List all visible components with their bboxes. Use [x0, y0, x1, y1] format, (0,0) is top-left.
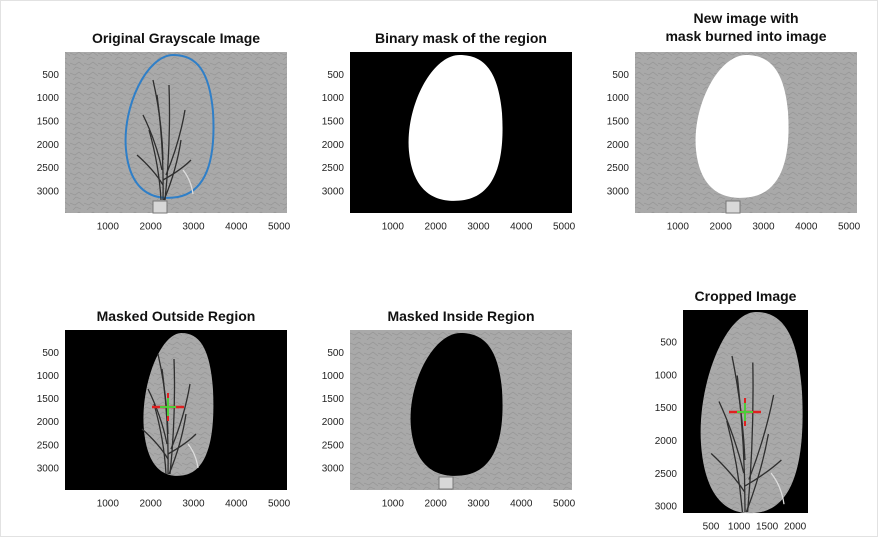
y-tick-label: 500 — [660, 337, 677, 348]
pot — [726, 201, 740, 213]
y-tick-label: 1500 — [607, 117, 630, 128]
y-tick-label: 2000 — [37, 140, 60, 151]
y-tick-label: 2000 — [655, 436, 678, 447]
y-tick-label: 2500 — [607, 163, 630, 174]
x-tick-label: 2000 — [784, 522, 807, 533]
x-tick-label: 2000 — [140, 222, 163, 233]
x-tick-label: 5000 — [553, 222, 576, 233]
image — [65, 52, 287, 213]
y-tick-label: 3000 — [37, 186, 60, 197]
figure: Original Grayscale Image 1000 2000 3000 4000… — [0, 0, 878, 537]
y-tick-label: 1500 — [322, 394, 345, 405]
y-tick-label: 500 — [327, 348, 344, 359]
x-tick-label: 5000 — [268, 499, 291, 510]
x-tick-label: 4000 — [795, 222, 818, 233]
x-tick-label: 3000 — [182, 499, 205, 510]
x-tick-label: 1000 — [667, 222, 690, 233]
x-tick-label: 5000 — [838, 222, 861, 233]
y-tick-label: 1500 — [37, 117, 60, 128]
y-tick-label: 1000 — [37, 93, 60, 104]
panel-title: Masked Outside Region — [97, 308, 256, 324]
y-tick-label: 2500 — [322, 440, 345, 451]
x-tick-label: 3000 — [182, 222, 205, 233]
x-tick-label: 2000 — [425, 499, 448, 510]
y-tick-label: 1000 — [322, 371, 345, 382]
x-tick-label: 4000 — [225, 222, 248, 233]
y-tick-label: 500 — [42, 348, 59, 359]
panel-title: Binary mask of the region — [375, 30, 547, 46]
x-tick-label: 4000 — [225, 499, 248, 510]
y-tick-label: 3000 — [607, 186, 630, 197]
y-tick-label: 3000 — [322, 186, 345, 197]
y-tick-label: 2500 — [37, 163, 60, 174]
pot — [153, 201, 167, 213]
y-tick-label: 500 — [612, 70, 629, 81]
y-tick-label: 1000 — [322, 93, 345, 104]
pot — [439, 477, 453, 489]
x-tick-label: 4000 — [510, 222, 533, 233]
x-tick-label: 1000 — [728, 522, 751, 533]
x-tick-label: 3000 — [467, 499, 490, 510]
y-tick-label: 2000 — [37, 417, 60, 428]
y-tick-label: 3000 — [37, 464, 60, 475]
x-tick-label: 500 — [703, 522, 720, 533]
panel-title: New image with — [693, 10, 798, 26]
panel-title: mask burned into image — [665, 28, 826, 44]
y-tick-label: 3000 — [322, 464, 345, 475]
y-tick-label: 500 — [42, 70, 59, 81]
x-tick-label: 2000 — [425, 222, 448, 233]
y-tick-label: 1000 — [655, 370, 678, 381]
panel-title: Masked Inside Region — [387, 308, 534, 324]
y-tick-label: 3000 — [655, 502, 678, 513]
y-tick-label: 1000 — [37, 371, 60, 382]
y-tick-label: 2000 — [607, 140, 630, 151]
y-tick-label: 1500 — [37, 394, 60, 405]
y-tick-label: 2500 — [37, 440, 60, 451]
x-tick-label: 4000 — [510, 499, 533, 510]
y-tick-label: 2500 — [322, 163, 345, 174]
x-tick-label: 3000 — [467, 222, 490, 233]
x-tick-label: 1000 — [97, 222, 120, 233]
x-tick-label: 5000 — [268, 222, 291, 233]
x-tick-label: 1000 — [382, 222, 405, 233]
x-tick-label: 1500 — [756, 522, 779, 533]
panel-title: Cropped Image — [695, 288, 797, 304]
x-tick-label: 5000 — [553, 499, 576, 510]
panel-title: Original Grayscale Image — [92, 30, 260, 46]
x-tick-label: 1000 — [97, 499, 120, 510]
x-tick-label: 1000 — [382, 499, 405, 510]
x-tick-label: 2000 — [710, 222, 733, 233]
y-tick-label: 2000 — [322, 140, 345, 151]
y-tick-label: 1000 — [607, 93, 630, 104]
y-tick-label: 1500 — [655, 403, 678, 414]
y-tick-label: 2000 — [322, 417, 345, 428]
x-tick-label: 3000 — [752, 222, 775, 233]
y-tick-label: 2500 — [655, 469, 678, 480]
y-tick-label: 1500 — [322, 117, 345, 128]
y-tick-label: 500 — [327, 70, 344, 81]
x-tick-label: 2000 — [140, 499, 163, 510]
